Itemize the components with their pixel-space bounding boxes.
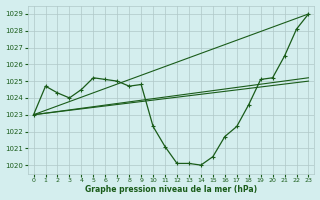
X-axis label: Graphe pression niveau de la mer (hPa): Graphe pression niveau de la mer (hPa) — [85, 185, 257, 194]
